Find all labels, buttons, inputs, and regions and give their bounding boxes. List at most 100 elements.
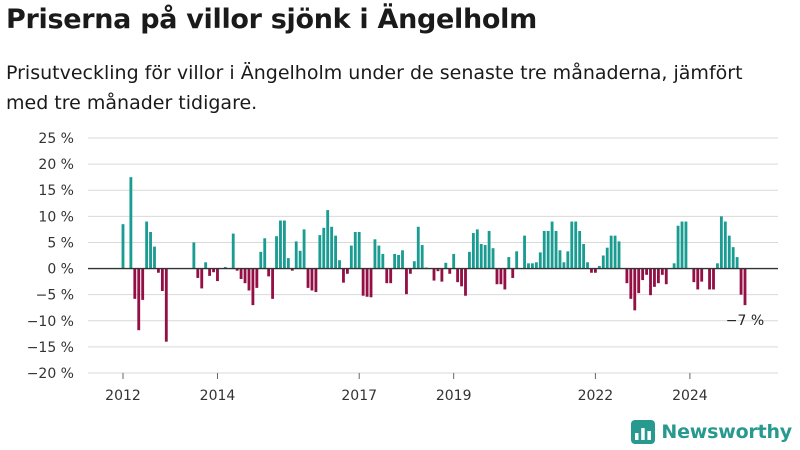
bar <box>743 268 747 306</box>
bar <box>314 268 318 293</box>
bar <box>397 254 400 269</box>
bar <box>401 250 404 269</box>
bar <box>475 229 479 269</box>
bar <box>290 268 294 271</box>
newsworthy-logo-icon <box>631 420 656 444</box>
x-tick-label: 2014 <box>200 388 236 404</box>
bar <box>212 268 215 273</box>
bar <box>586 262 589 269</box>
bar <box>235 268 239 271</box>
bar <box>566 251 570 269</box>
bar <box>562 262 566 269</box>
chart-title: Priserna på villor sjönk i Ängelholm <box>6 4 537 35</box>
bar <box>448 268 452 274</box>
bar <box>546 230 550 269</box>
bar <box>664 268 668 285</box>
bar <box>160 268 164 292</box>
bar <box>164 268 168 342</box>
bar <box>200 268 204 289</box>
bar <box>656 268 660 284</box>
bar <box>145 221 149 269</box>
bar <box>282 220 286 269</box>
bar <box>531 263 534 269</box>
bar <box>653 268 656 287</box>
bar <box>735 257 739 269</box>
bar <box>357 232 361 269</box>
bar <box>279 220 282 269</box>
bar <box>554 230 558 269</box>
y-tick-label: 15 % <box>38 183 74 199</box>
bar <box>574 221 578 269</box>
y-tick-label: −10 % <box>27 314 74 330</box>
bar <box>444 262 448 269</box>
bar <box>739 268 743 295</box>
bar <box>149 232 152 269</box>
bar <box>330 226 334 269</box>
bar <box>633 268 637 311</box>
bar <box>302 229 306 269</box>
bar <box>129 177 133 269</box>
bar <box>416 226 420 269</box>
bar <box>578 230 582 269</box>
bar <box>471 233 475 269</box>
bar <box>223 266 227 269</box>
bar <box>251 268 255 306</box>
bar <box>208 268 212 276</box>
bar <box>499 268 503 285</box>
bar <box>310 268 314 291</box>
bar <box>645 268 648 275</box>
bar <box>468 251 471 269</box>
bar <box>153 246 156 269</box>
bar <box>133 268 137 299</box>
bar <box>538 252 542 269</box>
bar <box>731 247 735 269</box>
bar <box>204 262 208 269</box>
bar <box>660 268 664 275</box>
bar <box>507 257 511 269</box>
bar <box>405 268 408 295</box>
bar <box>385 268 389 284</box>
bar <box>727 235 731 269</box>
bar <box>275 236 278 269</box>
bar <box>286 258 290 269</box>
brand-logo: Newsworthy <box>631 420 792 444</box>
bar <box>247 268 251 291</box>
bar <box>649 268 652 296</box>
bar <box>503 268 507 290</box>
bar <box>353 232 357 269</box>
x-axis-ticks: 2012 2014 2017 2019 2022 2024 <box>105 373 708 404</box>
bar <box>625 268 629 284</box>
brand-name: Newsworthy <box>661 421 792 443</box>
bar <box>338 260 341 269</box>
bar <box>373 239 377 269</box>
bar <box>680 221 684 269</box>
bars <box>121 177 747 342</box>
bar <box>464 268 467 296</box>
bar <box>723 221 727 269</box>
bar <box>345 268 349 274</box>
bar <box>361 268 365 296</box>
bar <box>157 268 160 273</box>
bar <box>637 268 641 294</box>
bar-chart: 25 % 20 % 15 % 10 % 5 % 0 % −5 % −10 % −15 % −20 … <box>27 131 778 404</box>
bar <box>542 230 546 269</box>
bar <box>692 268 696 283</box>
bar <box>483 245 487 269</box>
bar <box>389 268 393 284</box>
bar <box>326 210 330 269</box>
bar <box>479 244 483 269</box>
bar <box>436 268 440 272</box>
bar <box>593 268 597 273</box>
bar <box>263 238 267 269</box>
bar <box>192 242 196 269</box>
bar <box>377 245 381 269</box>
bar <box>322 227 326 269</box>
x-tick-label: 2017 <box>341 388 377 404</box>
bar <box>597 265 601 269</box>
bar <box>495 268 499 285</box>
bar <box>676 225 680 269</box>
bar <box>196 268 200 278</box>
bar <box>255 268 259 288</box>
bar <box>696 268 700 290</box>
bar <box>342 268 345 283</box>
